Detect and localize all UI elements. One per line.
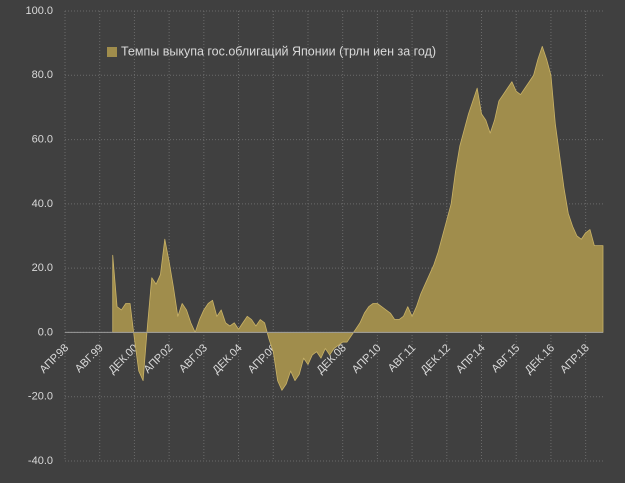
legend-label: Темпы выкупа гос.облигаций Японии (трлн … bbox=[121, 44, 436, 58]
x-tick-label: АПР.18 bbox=[558, 342, 592, 376]
y-tick-label: 80.0 bbox=[32, 69, 53, 81]
x-tick-label: АВГ.15 bbox=[489, 342, 522, 375]
y-tick-label: 60.0 bbox=[32, 133, 53, 145]
x-tick-label: АПР.02 bbox=[142, 342, 176, 376]
area bbox=[112, 45, 604, 391]
y-tick-label: -40.0 bbox=[28, 455, 53, 467]
x-tick-label: АВГ.99 bbox=[73, 342, 106, 375]
y-tick-label: 100.0 bbox=[25, 5, 53, 17]
x-tick-label: ДЕК.16 bbox=[523, 342, 557, 376]
legend-swatch bbox=[107, 47, 117, 57]
y-tick-label: 40.0 bbox=[32, 198, 53, 210]
y-tick-label: -20.0 bbox=[28, 391, 53, 403]
x-tick-label: АВГ.11 bbox=[386, 342, 418, 374]
x-tick-label: ДЕК.12 bbox=[419, 342, 453, 376]
x-tick-label: АВГ.03 bbox=[177, 342, 210, 375]
x-tick-label: АПР.98 bbox=[37, 342, 71, 376]
y-tick-label: 0.0 bbox=[38, 326, 53, 338]
y-tick-label: 20.0 bbox=[32, 262, 53, 274]
x-tick-label: ДЕК.04 bbox=[210, 342, 244, 376]
x-tick-label: АПР.14 bbox=[454, 342, 488, 376]
x-tick-label: АПР.10 bbox=[350, 342, 384, 376]
